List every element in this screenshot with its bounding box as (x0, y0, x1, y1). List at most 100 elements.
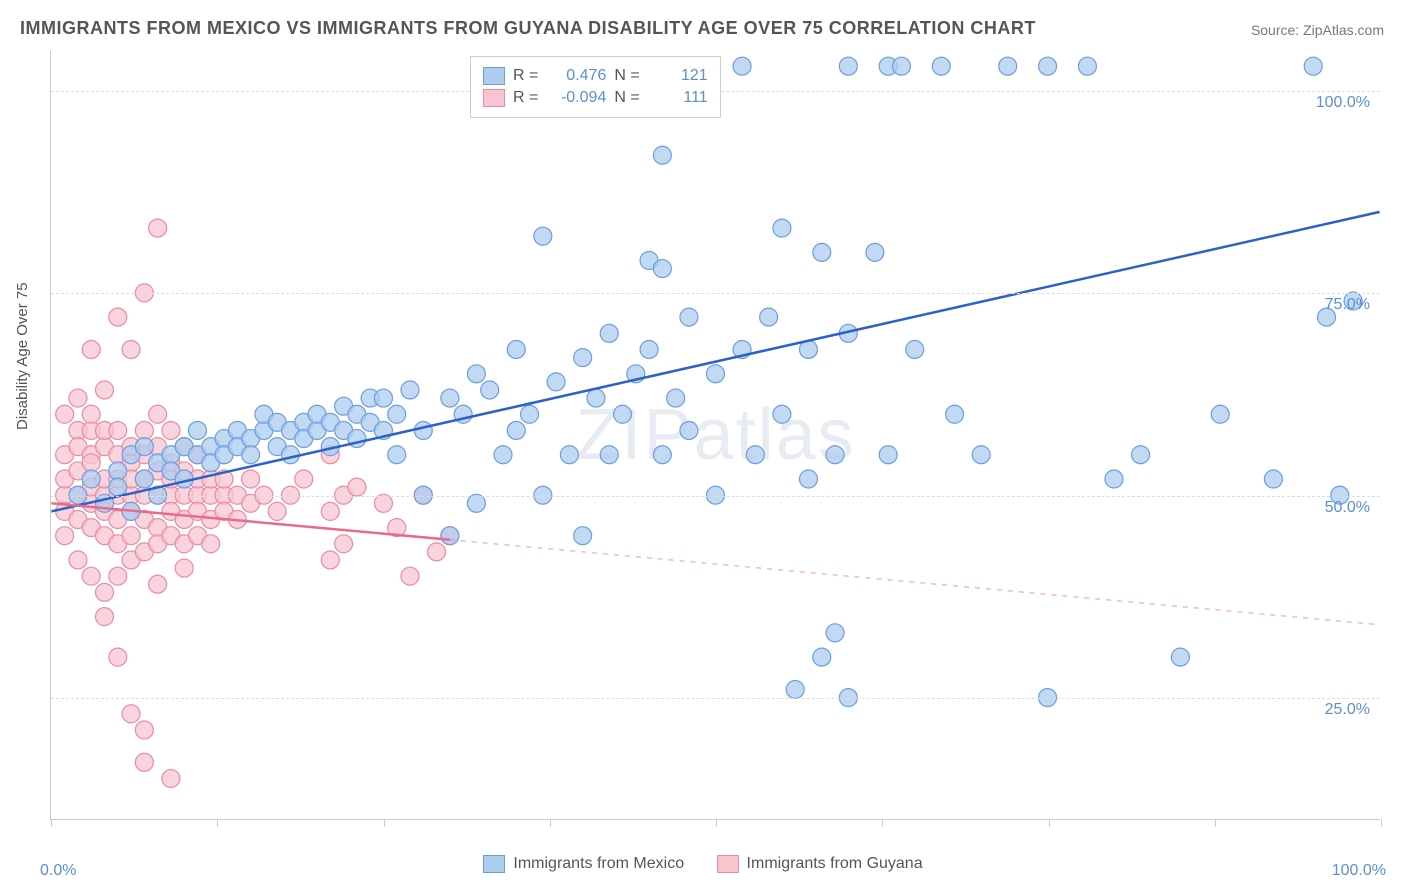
scatter-point-guyana (122, 527, 140, 545)
xaxis-max-label: 100.0% (1332, 862, 1386, 880)
r-value-guyana: -0.094 (546, 89, 606, 107)
scatter-point-mexico (707, 365, 725, 383)
scatter-point-guyana (109, 648, 127, 666)
scatter-point-mexico (534, 227, 552, 245)
scatter-point-guyana (56, 527, 74, 545)
gridline-horizontal (51, 496, 1380, 497)
legend-item-guyana: Immigrants from Guyana (717, 855, 923, 873)
xtick (51, 819, 52, 827)
scatter-point-mexico (680, 308, 698, 326)
scatter-point-mexico (467, 494, 485, 512)
scatter-point-guyana (122, 341, 140, 359)
scatter-point-mexico (760, 308, 778, 326)
scatter-point-guyana (149, 575, 167, 593)
legend-label-guyana: Immigrants from Guyana (747, 855, 923, 873)
scatter-point-guyana (135, 721, 153, 739)
scatter-point-guyana (268, 502, 286, 520)
scatter-point-guyana (122, 705, 140, 723)
scatter-point-guyana (374, 494, 392, 512)
scatter-point-mexico (653, 446, 671, 464)
r-label-guyana: R = (513, 89, 538, 107)
scatter-point-mexico (1304, 57, 1322, 75)
scatter-point-mexico (242, 446, 260, 464)
scatter-point-mexico (1039, 57, 1057, 75)
scatter-point-mexico (813, 648, 831, 666)
scatter-point-guyana (162, 421, 180, 439)
xtick (716, 819, 717, 827)
scatter-point-mexico (494, 446, 512, 464)
chart-title: IMMIGRANTS FROM MEXICO VS IMMIGRANTS FRO… (20, 18, 1036, 39)
legend-row-guyana: R = -0.094 N = 111 (483, 89, 708, 107)
scatter-point-mexico (441, 527, 459, 545)
scatter-point-mexico (733, 57, 751, 75)
scatter-point-mexico (826, 446, 844, 464)
chart-container: IMMIGRANTS FROM MEXICO VS IMMIGRANTS FRO… (0, 0, 1406, 892)
n-value-mexico: 121 (648, 67, 708, 85)
scatter-point-mexico (600, 324, 618, 342)
scatter-point-guyana (401, 567, 419, 585)
scatter-point-guyana (175, 559, 193, 577)
gridline-horizontal (51, 698, 1380, 699)
plot-area: ZIPatlas 25.0%50.0%75.0%100.0% (50, 50, 1380, 820)
scatter-point-guyana (82, 341, 100, 359)
ytick-label: 50.0% (1325, 499, 1370, 517)
xtick (1049, 819, 1050, 827)
scatter-point-mexico (388, 405, 406, 423)
scatter-point-mexico (999, 57, 1017, 75)
scatter-point-mexico (680, 421, 698, 439)
xtick (1215, 819, 1216, 827)
scatter-point-guyana (149, 219, 167, 237)
scatter-point-mexico (388, 446, 406, 464)
scatter-point-guyana (56, 405, 74, 423)
scatter-point-guyana (69, 389, 87, 407)
xtick (384, 819, 385, 827)
scatter-point-guyana (135, 421, 153, 439)
scatter-point-mexico (1105, 470, 1123, 488)
scatter-point-mexico (135, 470, 153, 488)
scatter-point-mexico (1264, 470, 1282, 488)
scatter-point-mexico (414, 421, 432, 439)
scatter-point-mexico (653, 260, 671, 278)
r-label-mexico: R = (513, 67, 538, 85)
scatter-point-guyana (109, 308, 127, 326)
scatter-point-mexico (866, 243, 884, 261)
scatter-point-guyana (162, 770, 180, 788)
xtick (217, 819, 218, 827)
scatter-point-mexico (441, 389, 459, 407)
ytick-label: 75.0% (1325, 296, 1370, 314)
ytick-label: 100.0% (1316, 94, 1370, 112)
scatter-plot (51, 50, 1380, 819)
swatch-mexico (483, 67, 505, 85)
legend-correlation: R = 0.476 N = 121 R = -0.094 N = 111 (470, 56, 721, 118)
n-label-mexico: N = (614, 67, 639, 85)
scatter-point-mexico (135, 438, 153, 456)
scatter-point-mexico (614, 405, 632, 423)
chart-source: Source: ZipAtlas.com (1251, 22, 1384, 38)
scatter-point-guyana (96, 583, 114, 601)
scatter-point-mexico (892, 57, 910, 75)
scatter-point-mexico (839, 57, 857, 75)
swatch-guyana (483, 89, 505, 107)
scatter-point-mexico (1171, 648, 1189, 666)
r-value-mexico: 0.476 (546, 67, 606, 85)
scatter-point-mexico (906, 341, 924, 359)
scatter-point-mexico (374, 389, 392, 407)
scatter-point-mexico (799, 470, 817, 488)
scatter-point-mexico (281, 446, 299, 464)
n-value-guyana: 111 (648, 89, 708, 107)
scatter-point-guyana (82, 405, 100, 423)
scatter-point-mexico (813, 243, 831, 261)
swatch-mexico-bottom (483, 855, 505, 873)
gridline-horizontal (51, 293, 1380, 294)
trend-line-extension-guyana (450, 540, 1380, 625)
scatter-point-mexico (879, 446, 897, 464)
scatter-point-mexico (82, 470, 100, 488)
scatter-point-guyana (96, 608, 114, 626)
scatter-point-mexico (1132, 446, 1150, 464)
scatter-point-guyana (428, 543, 446, 561)
trend-line-mexico (51, 212, 1379, 512)
scatter-point-mexico (574, 349, 592, 367)
scatter-point-guyana (149, 405, 167, 423)
scatter-point-mexico (932, 57, 950, 75)
scatter-point-guyana (109, 567, 127, 585)
